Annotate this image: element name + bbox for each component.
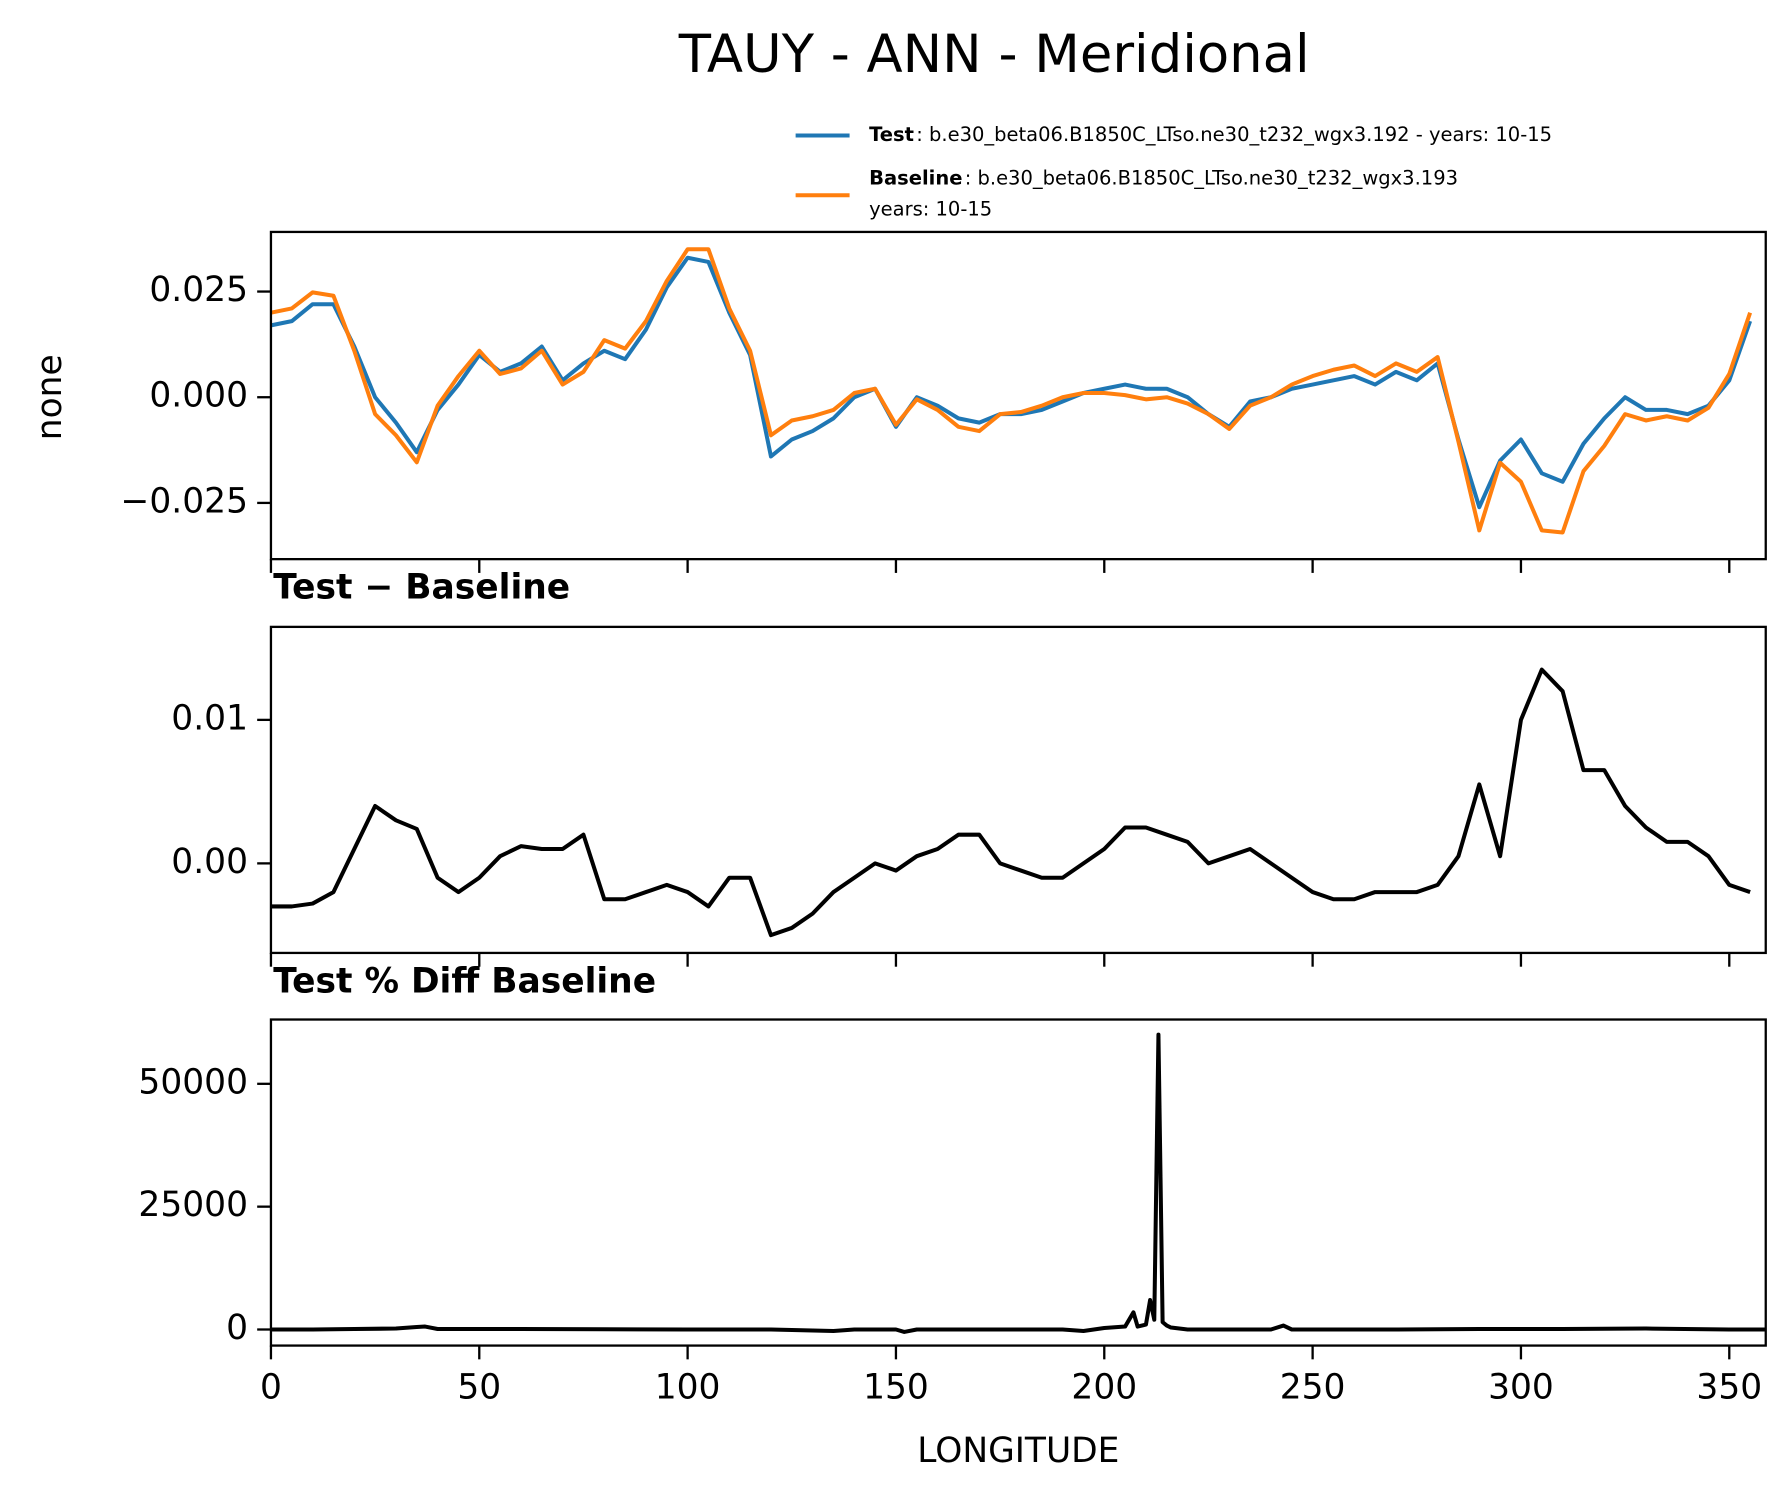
legend-label: Baseline — [869, 167, 962, 190]
y-tick-label: 0.000 — [149, 376, 248, 416]
y-tick-label: 25000 — [138, 1185, 248, 1225]
legend-description: : b.e30_beta06.B1850C_LTso.ne30_t232_wgx… — [916, 123, 1552, 146]
legend-label: Test — [869, 123, 914, 146]
panel-title: Test % Diff Baseline — [273, 961, 656, 1001]
x-tick-label: 250 — [1280, 1368, 1346, 1408]
y-tick-label: 0.01 — [171, 698, 248, 738]
x-tick-label: 350 — [1696, 1368, 1762, 1408]
data-line — [270, 255, 1753, 510]
y-axis-label: none — [30, 354, 70, 440]
x-axis-label: LONGITUDE — [917, 1431, 1119, 1471]
data-line — [270, 247, 1753, 535]
y-tick-label: −0.025 — [121, 481, 248, 521]
legend-description: : b.e30_beta06.B1850C_LTso.ne30_t232_wgx… — [965, 167, 1458, 190]
y-tick-label: 0 — [226, 1308, 248, 1348]
x-tick-label: 150 — [863, 1368, 929, 1408]
x-tick-label: 50 — [457, 1368, 501, 1408]
figure-title: TAUY - ANN - Meridional — [678, 24, 1310, 85]
axes-frame — [269, 625, 1767, 955]
x-tick-label: 0 — [260, 1368, 282, 1408]
axes-frame — [269, 1018, 1767, 1347]
legend-description: years: 10-15 — [869, 198, 992, 221]
data-line — [270, 667, 1751, 938]
y-tick-label: 0.00 — [171, 842, 248, 882]
x-tick-label: 200 — [1071, 1368, 1137, 1408]
data-line — [270, 1032, 1766, 1334]
y-tick-label: 50000 — [138, 1062, 248, 1102]
panel-title: Test − Baseline — [273, 567, 570, 607]
axes-frame — [269, 230, 1767, 561]
x-tick-label: 100 — [655, 1368, 721, 1408]
x-tick-label: 300 — [1488, 1368, 1554, 1408]
y-tick-label: 0.025 — [149, 270, 248, 310]
